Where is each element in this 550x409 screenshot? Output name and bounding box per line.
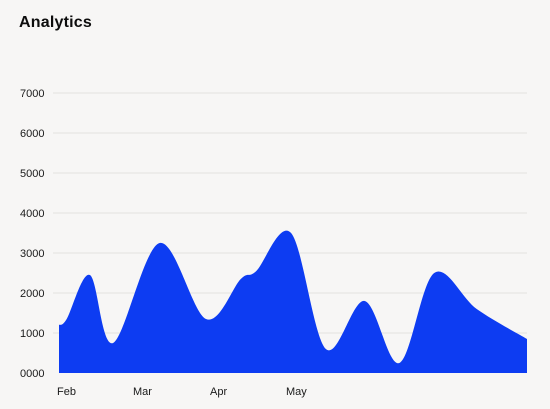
y-tick-label: 0000 <box>20 368 44 380</box>
y-tick-label: 1000 <box>20 328 44 340</box>
x-tick-label: Apr <box>210 386 227 398</box>
x-tick-label: May <box>286 386 307 398</box>
y-tick-label: 3000 <box>20 248 44 260</box>
x-axis-ticks: Feb Mar Apr May <box>57 386 307 398</box>
y-tick-label: 4000 <box>20 208 44 220</box>
y-tick-label: 7000 <box>20 88 44 100</box>
y-axis-ticks: 7000 6000 5000 4000 3000 2000 1000 0000 <box>20 88 44 380</box>
y-tick-label: 6000 <box>20 128 44 140</box>
series-area <box>59 231 527 373</box>
x-tick-label: Mar <box>133 386 152 398</box>
x-tick-label: Feb <box>57 386 76 398</box>
y-tick-label: 5000 <box>20 168 44 180</box>
y-tick-label: 2000 <box>20 288 44 300</box>
